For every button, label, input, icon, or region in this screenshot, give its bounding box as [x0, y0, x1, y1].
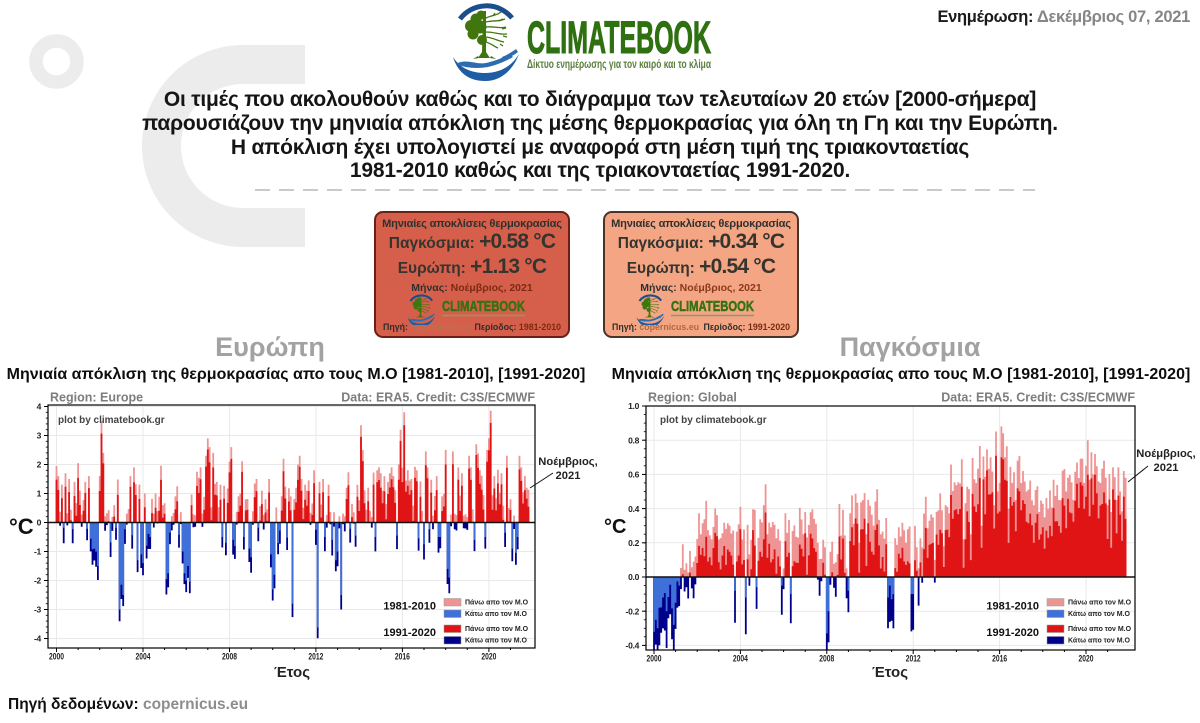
svg-text:2008: 2008	[222, 652, 237, 663]
svg-text:2016: 2016	[992, 654, 1007, 665]
svg-text:1991-2020: 1991-2020	[383, 627, 436, 639]
svg-text:0.6: 0.6	[628, 470, 639, 480]
svg-text:2000: 2000	[49, 652, 64, 663]
svg-text:-4: -4	[34, 634, 42, 644]
svg-text:-2: -2	[34, 576, 42, 586]
svg-text:°C: °C	[9, 514, 34, 539]
svg-text:°C: °C	[604, 516, 626, 538]
svg-text:2008: 2008	[819, 654, 834, 665]
svg-text:plot by climatebook.gr: plot by climatebook.gr	[58, 415, 165, 426]
svg-text:3: 3	[37, 431, 42, 441]
svg-text:2004: 2004	[733, 654, 749, 665]
svg-text:Region: Global: Region: Global	[648, 391, 737, 405]
svg-text:Νοέμβριος,: Νοέμβριος,	[1136, 448, 1195, 460]
svg-text:-1: -1	[34, 547, 42, 557]
svg-text:1981-2010: 1981-2010	[383, 601, 436, 613]
svg-text:Νοέμβριος,: Νοέμβριος,	[538, 456, 597, 468]
svg-text:CLIMATEBOOK: CLIMATEBOOK	[442, 298, 525, 315]
svg-text:2: 2	[37, 460, 42, 470]
svg-text:Κάτω απο τον Μ.Ο: Κάτω απο τον Μ.Ο	[465, 611, 527, 618]
svg-text:plot by climatebook.gr: plot by climatebook.gr	[660, 415, 767, 426]
svg-text:1991-2020: 1991-2020	[986, 627, 1039, 639]
svg-text:0.2: 0.2	[628, 538, 639, 548]
svg-text:2020: 2020	[481, 652, 496, 663]
svg-text:CLIMATEBOOK: CLIMATEBOOK	[527, 12, 711, 63]
svg-text:Region: Europe: Region: Europe	[50, 391, 143, 405]
svg-text:2000: 2000	[647, 654, 662, 665]
svg-text:1.0: 1.0	[628, 401, 639, 411]
svg-text:0.0: 0.0	[628, 572, 639, 582]
svg-text:Δίκτυο ενημέρωσης για τον καιρ: Δίκτυο ενημέρωσης για τον καιρό και το κ…	[527, 59, 711, 71]
svg-text:2016: 2016	[395, 652, 410, 663]
svg-text:0.8: 0.8	[628, 435, 639, 445]
svg-text:Έτος: Έτος	[274, 664, 310, 681]
svg-text:Πάνω απο τον Μ.Ο: Πάνω απο τον Μ.Ο	[465, 600, 529, 607]
svg-text:Κάτω απο τον Μ.Ο: Κάτω απο τον Μ.Ο	[1068, 638, 1130, 645]
svg-text:-0.4: -0.4	[626, 641, 640, 651]
svg-text:2012: 2012	[308, 652, 323, 663]
svg-text:Έτος: Έτος	[872, 664, 908, 681]
svg-text:2021: 2021	[1154, 462, 1179, 474]
svg-text:4: 4	[37, 402, 42, 412]
svg-text:Κάτω απο τον Μ.Ο: Κάτω απο τον Μ.Ο	[1068, 611, 1130, 618]
svg-text:1981-2010: 1981-2010	[986, 601, 1039, 613]
svg-text:2021: 2021	[556, 470, 581, 482]
svg-text:Πάνω απο τον Μ.Ο: Πάνω απο τον Μ.Ο	[1068, 626, 1132, 633]
svg-text:-0.2: -0.2	[626, 606, 640, 616]
svg-text:Πάνω απο τον Μ.Ο: Πάνω απο τον Μ.Ο	[1068, 600, 1132, 607]
svg-text:CLIMATEBOOK: CLIMATEBOOK	[671, 298, 754, 315]
svg-text:Κάτω απο τον Μ.Ο: Κάτω απο τον Μ.Ο	[465, 638, 527, 645]
svg-text:2020: 2020	[1079, 654, 1094, 665]
svg-text:1: 1	[37, 489, 42, 499]
svg-text:Data: ERA5. Credit: C3S/ECMWF: Data: ERA5. Credit: C3S/ECMWF	[341, 391, 535, 405]
svg-text:0: 0	[37, 518, 42, 528]
svg-text:2012: 2012	[906, 654, 921, 665]
svg-text:0.4: 0.4	[628, 504, 639, 514]
svg-text:Πάνω απο τον Μ.Ο: Πάνω απο τον Μ.Ο	[465, 626, 529, 633]
svg-text:Data: ERA5. Credit: C3S/ECMWF: Data: ERA5. Credit: C3S/ECMWF	[941, 391, 1135, 405]
svg-text:-3: -3	[34, 605, 42, 615]
svg-text:2004: 2004	[136, 652, 152, 663]
